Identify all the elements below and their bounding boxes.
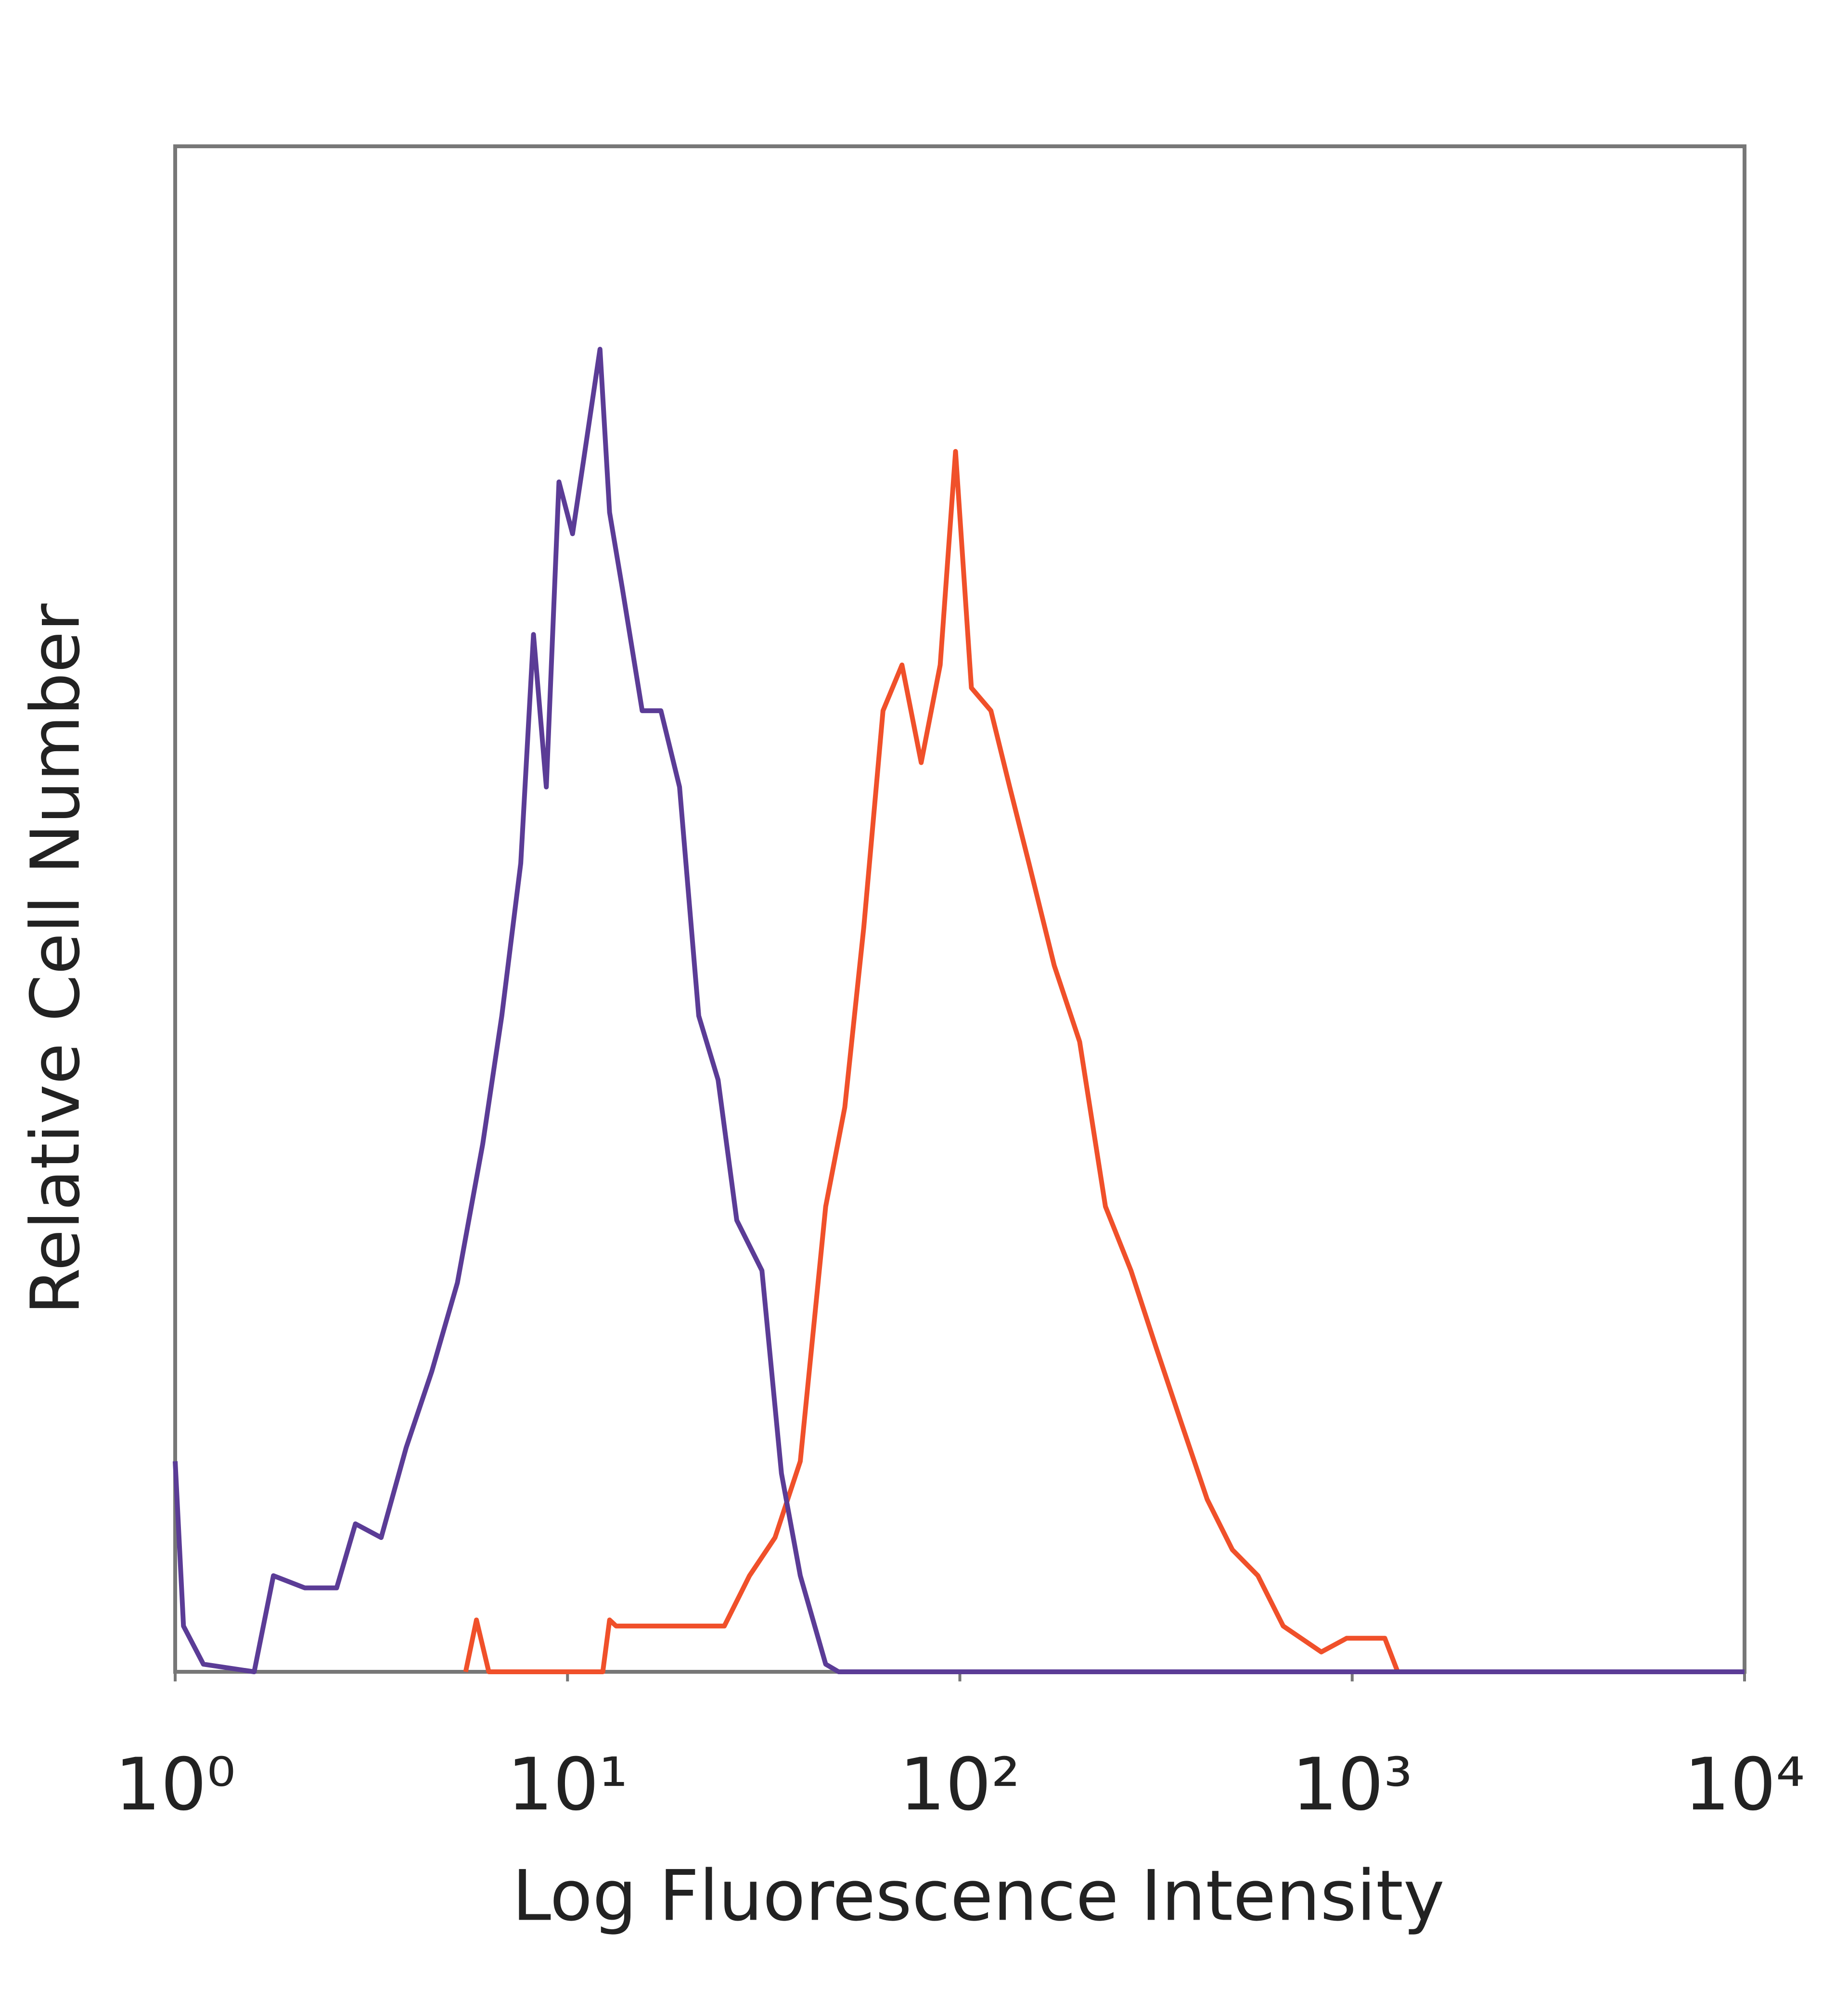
x-tick-label: 10⁰ (115, 1743, 235, 1827)
histogram-line (463, 449, 1400, 1674)
plot-frame (173, 144, 1746, 1674)
x-tick-label: 10² (899, 1743, 1020, 1827)
y-axis-label: Relative Cell Number (17, 603, 95, 1315)
x-axis-label: Log Fluorescence Intensity (512, 1856, 1445, 1937)
x-tick-label: 10⁴ (1684, 1743, 1805, 1827)
histogram-line (173, 346, 1745, 1674)
x-tick-label: 10¹ (507, 1743, 628, 1827)
x-tick-label: 10³ (1292, 1743, 1412, 1827)
